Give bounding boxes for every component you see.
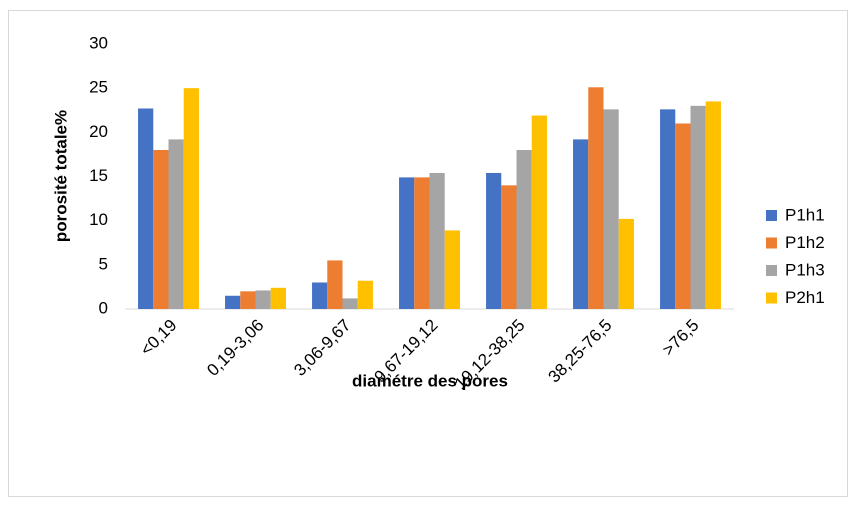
bar — [444, 230, 460, 309]
bar — [573, 139, 589, 309]
bar — [603, 109, 619, 309]
legend-swatch — [766, 265, 777, 276]
bar — [516, 150, 532, 309]
bar — [138, 108, 154, 309]
bar — [168, 139, 184, 309]
y-tick-label: 10 — [89, 210, 108, 229]
y-axis-title: porosité totale% — [51, 110, 70, 242]
bar — [486, 172, 502, 309]
bar — [342, 298, 358, 309]
bar — [240, 291, 256, 309]
bar — [225, 295, 241, 309]
legend-label: P2h1 — [785, 288, 825, 307]
legend-swatch — [766, 237, 777, 249]
bar — [399, 177, 415, 309]
bar — [153, 150, 169, 309]
legend-label: P1h3 — [785, 260, 825, 279]
bar — [270, 287, 286, 309]
y-tick-label: 25 — [89, 78, 108, 97]
legend-label: P1h2 — [785, 233, 825, 252]
bar — [660, 109, 676, 309]
y-tick-label: 20 — [89, 122, 108, 141]
legend-swatch — [766, 292, 777, 304]
y-tick-label: 15 — [89, 166, 108, 185]
bar — [357, 280, 373, 309]
bar — [690, 105, 706, 309]
legend-label: P1h1 — [785, 205, 825, 224]
bar — [531, 115, 547, 309]
bar — [429, 172, 445, 309]
y-tick-label: 30 — [89, 33, 108, 52]
y-tick-label: 5 — [99, 254, 108, 273]
bar — [588, 87, 604, 310]
bar — [255, 290, 271, 309]
bar — [183, 88, 199, 310]
bar — [618, 218, 634, 309]
bar — [312, 282, 328, 309]
bar — [327, 260, 343, 309]
bar — [501, 185, 517, 309]
bar — [414, 177, 430, 309]
x-axis-title: diamétre des pores — [352, 371, 508, 390]
legend-swatch — [766, 210, 777, 221]
bar — [675, 123, 691, 309]
bar — [705, 101, 721, 310]
y-tick-label: 0 — [99, 298, 108, 317]
